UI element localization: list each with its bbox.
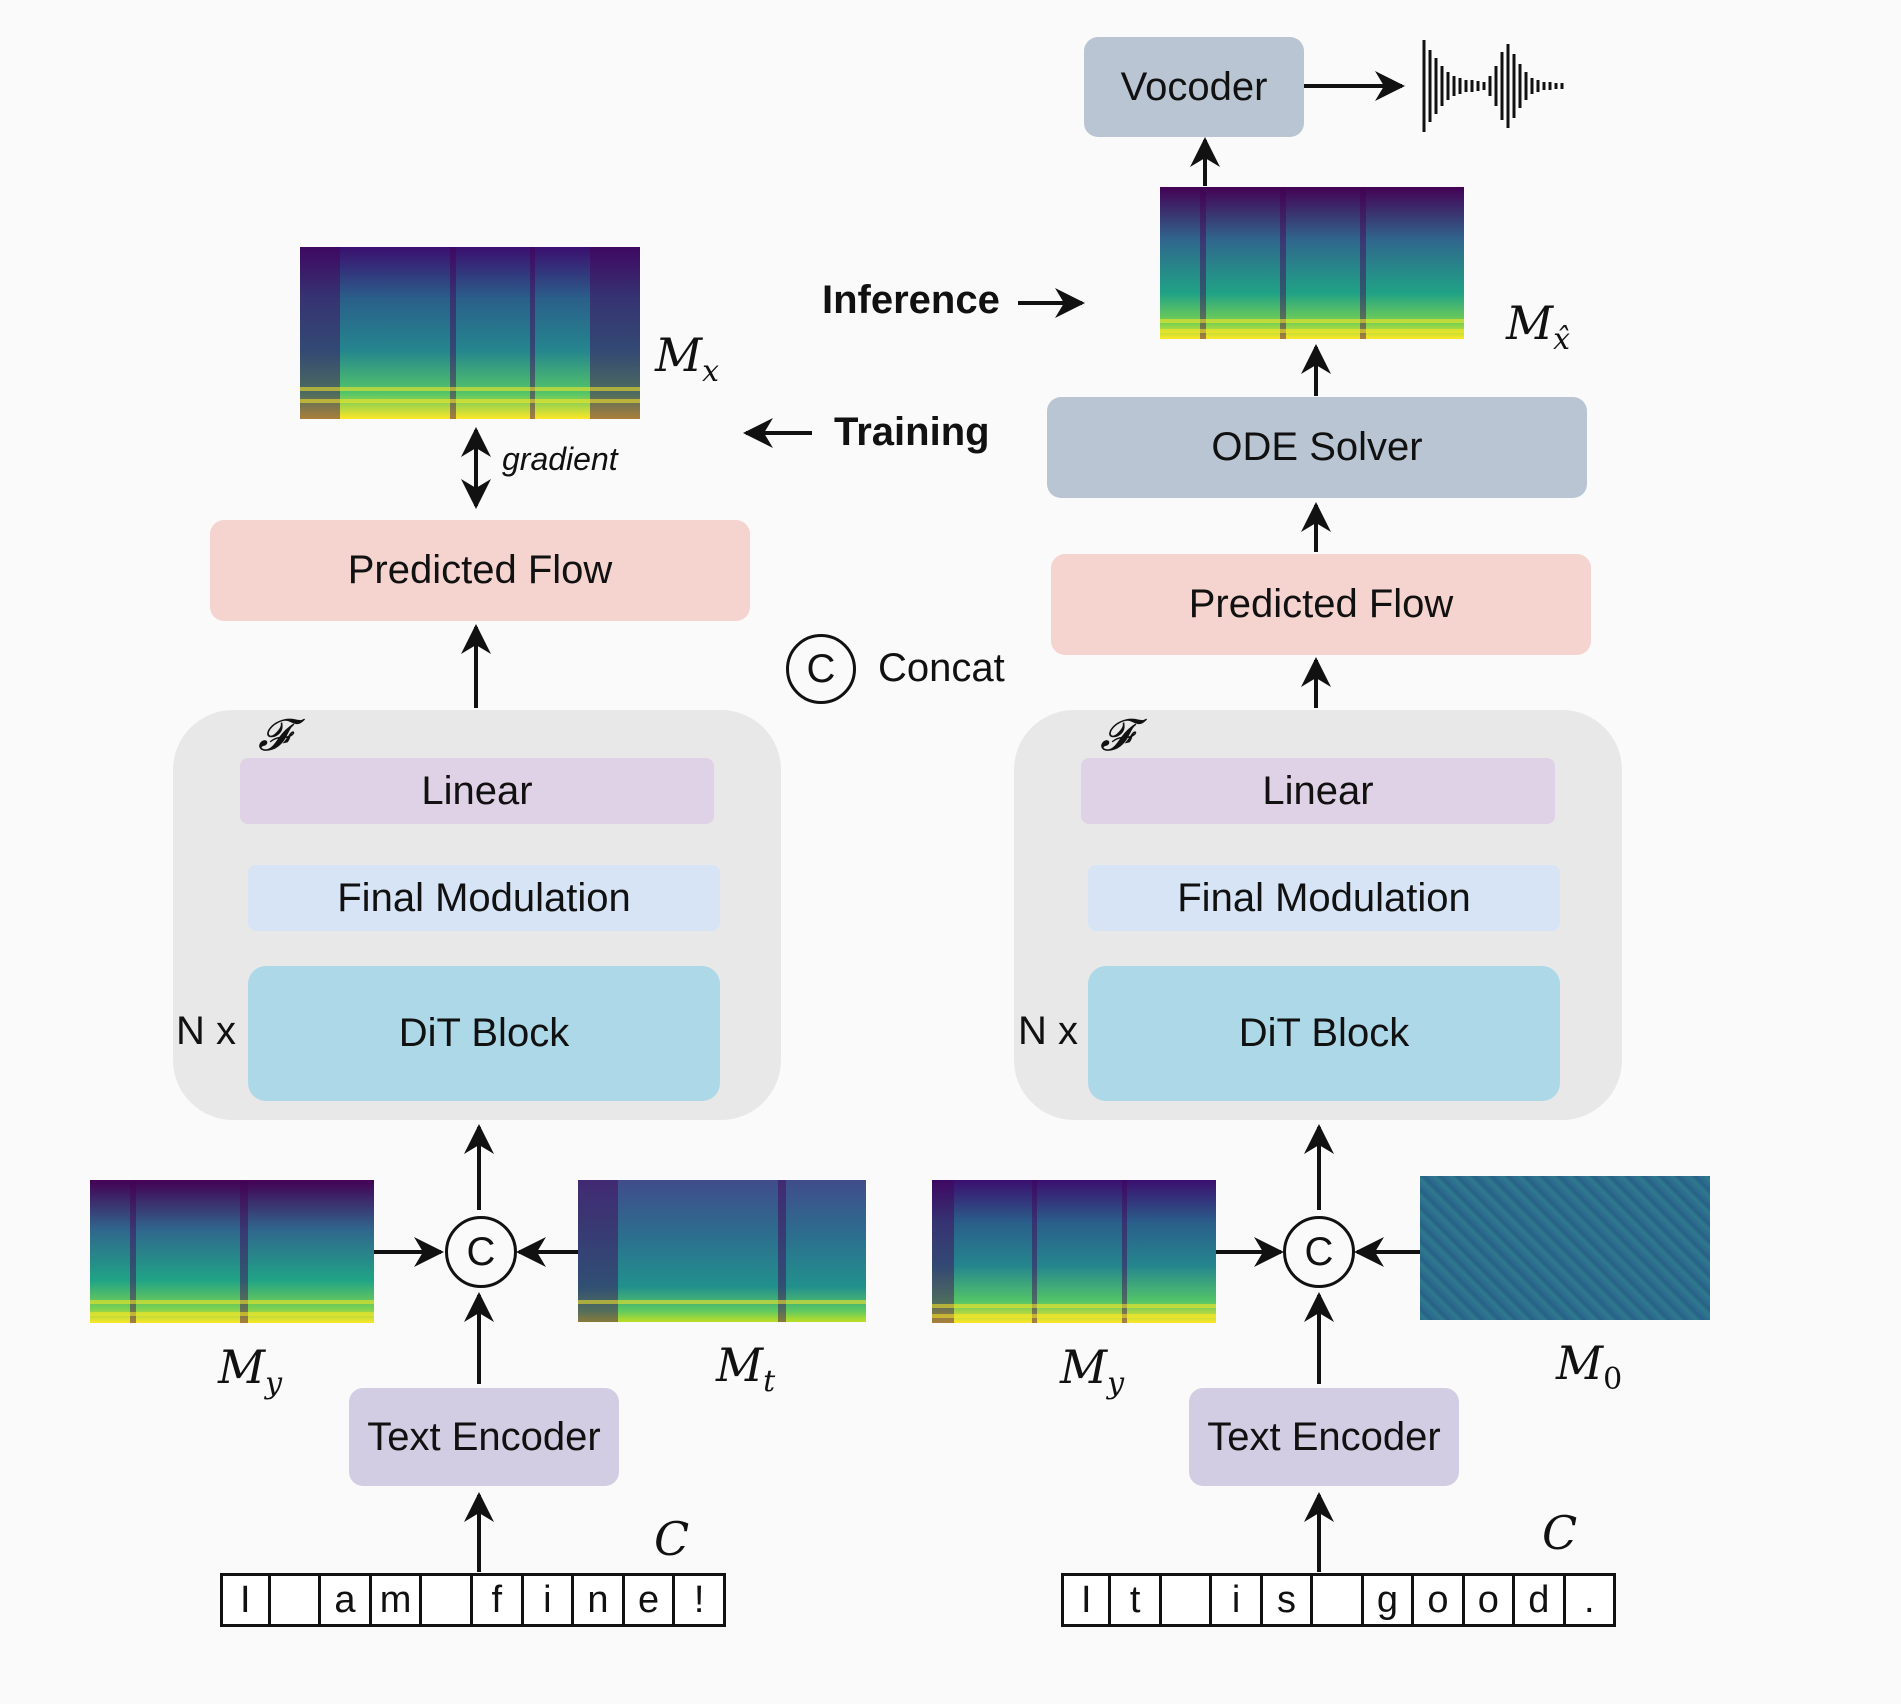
char-cell: n bbox=[574, 1573, 625, 1627]
mt-label: Mt bbox=[716, 1338, 776, 1400]
repeat-label-training: N x bbox=[176, 1009, 236, 1053]
inference-label: Inference bbox=[822, 278, 1000, 322]
char-cell: g bbox=[1363, 1573, 1415, 1627]
vocoder-block: Vocoder bbox=[1084, 37, 1304, 137]
concat-node-inference: C bbox=[1283, 1216, 1355, 1288]
repeat-label-inference: N x bbox=[1018, 1009, 1078, 1053]
char-cell: i bbox=[1212, 1573, 1263, 1627]
concat-node-training: C bbox=[445, 1216, 517, 1288]
char-cell: I bbox=[1061, 1573, 1112, 1627]
char-cell: f bbox=[472, 1573, 524, 1627]
char-cell: a bbox=[321, 1573, 372, 1627]
prompt-mel-spectrogram-training bbox=[90, 1180, 374, 1323]
f-label-inference: 𝓕 bbox=[1100, 710, 1133, 761]
m0-label: M0 bbox=[1556, 1336, 1623, 1398]
ode-solver-block: ODE Solver bbox=[1047, 397, 1587, 498]
char-cell: . bbox=[1565, 1573, 1616, 1627]
training-label: Training bbox=[834, 410, 990, 454]
linear-layer-inference: Linear bbox=[1081, 758, 1555, 824]
output-mel-spectrogram-training bbox=[300, 247, 640, 419]
final-modulation-training: Final Modulation bbox=[248, 865, 720, 931]
predicted-flow-training: Predicted Flow bbox=[210, 520, 750, 621]
char-cell: t bbox=[1111, 1573, 1162, 1627]
output-mel-spectrogram-inference bbox=[1160, 187, 1464, 339]
text-c-label-inference: C bbox=[1542, 1506, 1578, 1560]
char-cell: e bbox=[624, 1573, 676, 1627]
my-label-training: My bbox=[218, 1340, 283, 1402]
char-cell bbox=[270, 1573, 322, 1627]
mx-label: Mx bbox=[655, 328, 720, 390]
target-mel-spectrogram-training bbox=[578, 1180, 866, 1322]
concat-legend-text: Concat bbox=[878, 646, 1005, 690]
char-cell: o bbox=[1414, 1573, 1465, 1627]
char-cell: i bbox=[523, 1573, 575, 1627]
dit-block-inference: DiT Block bbox=[1088, 966, 1560, 1101]
char-cell bbox=[1313, 1573, 1364, 1627]
f-label-training: 𝓕 bbox=[258, 710, 291, 761]
char-cell: d bbox=[1515, 1573, 1566, 1627]
char-cell: s bbox=[1262, 1573, 1314, 1627]
char-cell: I bbox=[220, 1573, 271, 1627]
predicted-flow-inference: Predicted Flow bbox=[1051, 554, 1591, 655]
gradient-label: gradient bbox=[502, 441, 618, 477]
char-cell: o bbox=[1464, 1573, 1516, 1627]
noise-mel-spectrogram bbox=[1420, 1176, 1710, 1320]
char-cell bbox=[1161, 1573, 1213, 1627]
mxhat-label: Mx̂ bbox=[1506, 296, 1571, 358]
my-label-inference: My bbox=[1060, 1340, 1125, 1402]
char-cell bbox=[422, 1573, 473, 1627]
char-cell: ! bbox=[675, 1573, 726, 1627]
char-cell: m bbox=[371, 1573, 423, 1627]
text-encoder-training: Text Encoder bbox=[349, 1388, 619, 1486]
concat-legend-icon: C bbox=[786, 634, 856, 704]
prompt-mel-spectrogram-inference bbox=[932, 1180, 1216, 1323]
final-modulation-inference: Final Modulation bbox=[1088, 865, 1560, 931]
waveform-icon bbox=[1422, 40, 1564, 132]
dit-block-training: DiT Block bbox=[248, 966, 720, 1101]
text-encoder-inference: Text Encoder bbox=[1189, 1388, 1459, 1486]
text-c-label-training: C bbox=[654, 1512, 690, 1566]
linear-layer-training: Linear bbox=[240, 758, 714, 824]
